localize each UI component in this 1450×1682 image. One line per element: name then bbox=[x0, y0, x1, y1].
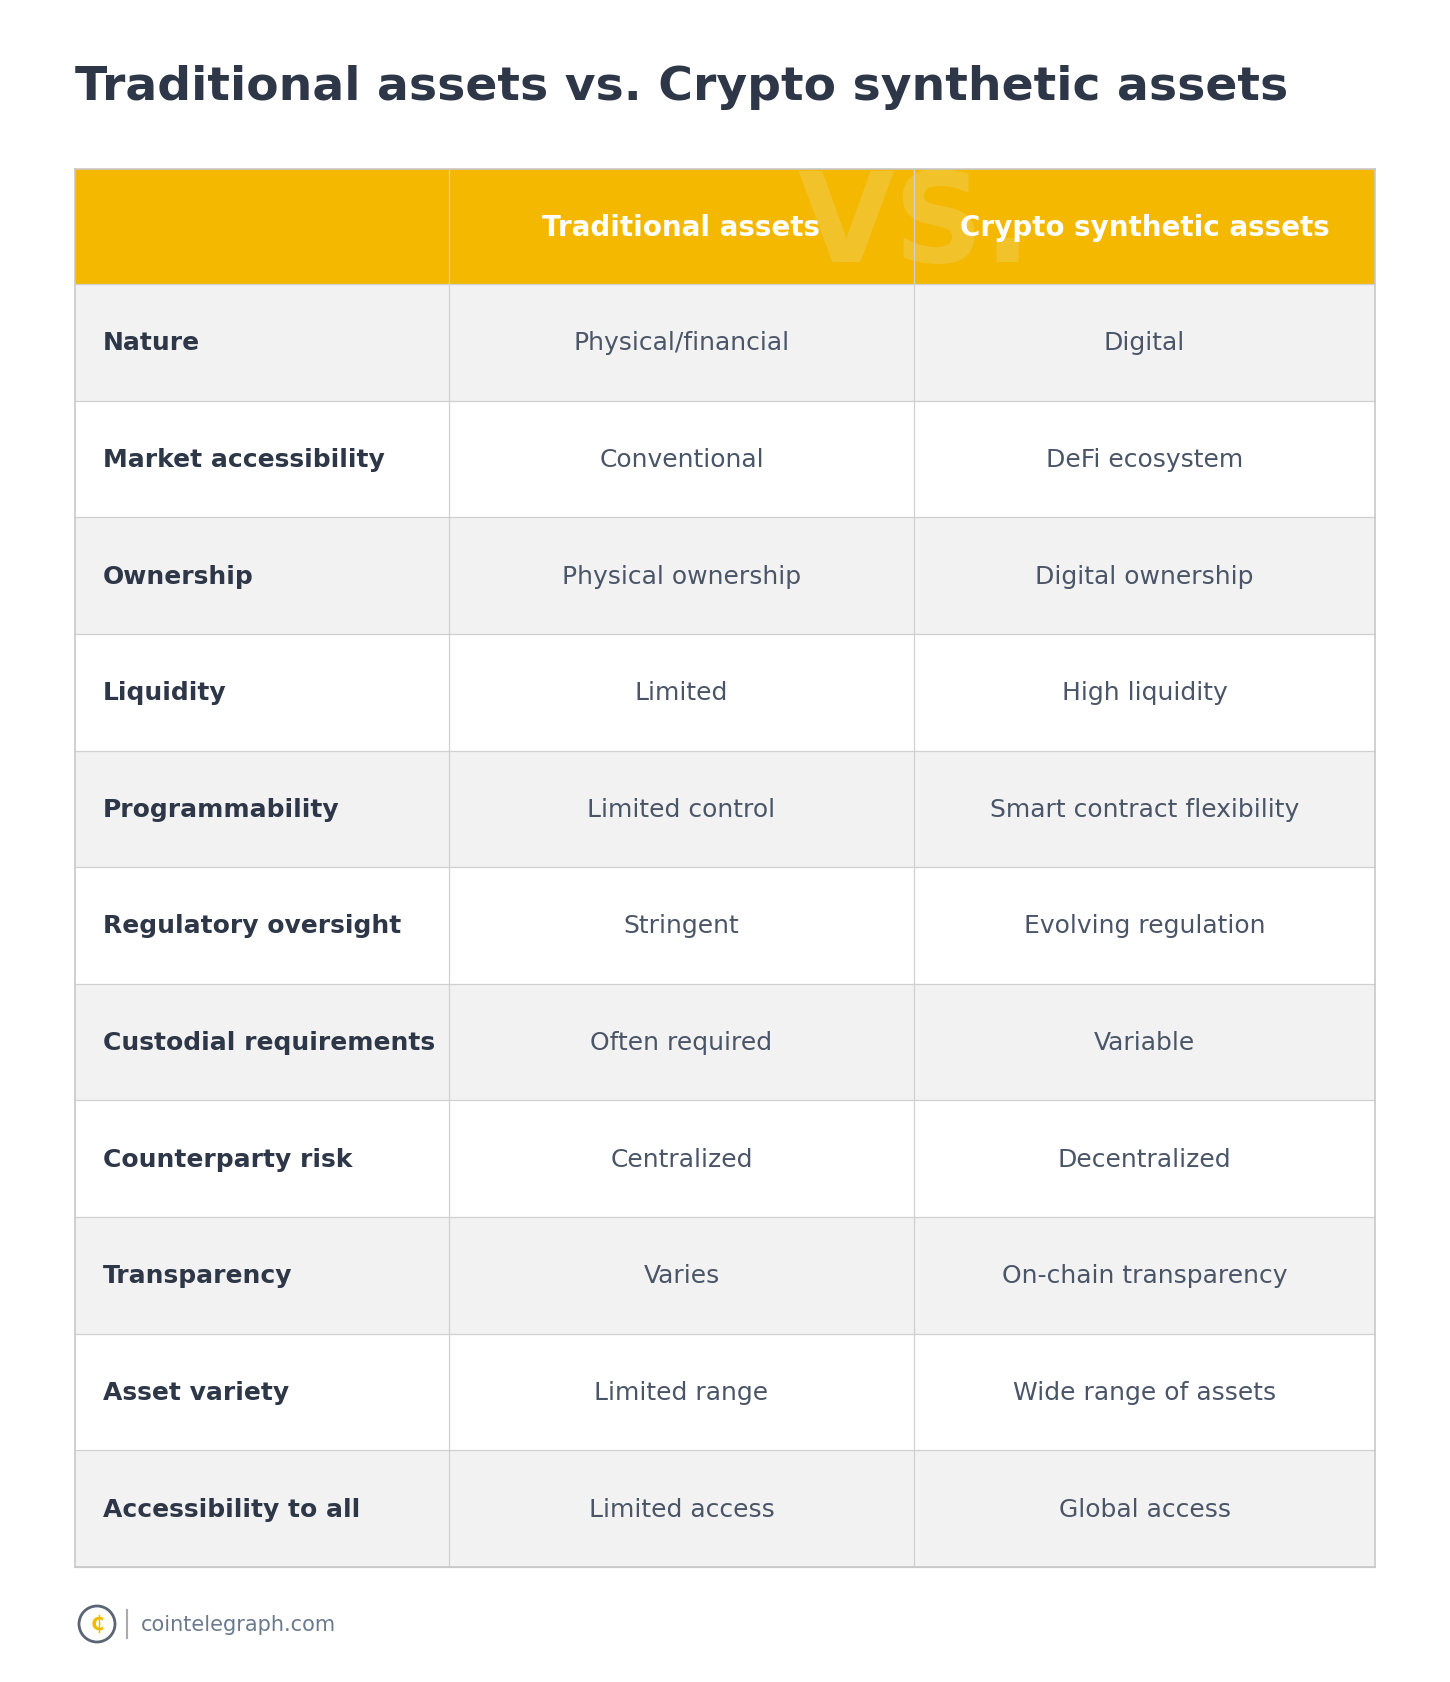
Text: cointelegraph.com: cointelegraph.com bbox=[141, 1615, 336, 1633]
Text: Conventional: Conventional bbox=[599, 447, 764, 471]
Text: Limited access: Limited access bbox=[589, 1497, 774, 1521]
Bar bbox=[75, 402, 1375, 518]
Text: High liquidity: High liquidity bbox=[1061, 681, 1228, 705]
Bar bbox=[75, 1334, 1375, 1450]
Text: Custodial requirements: Custodial requirements bbox=[103, 1031, 435, 1055]
Text: ₵: ₵ bbox=[90, 1615, 104, 1633]
Text: Physical/financial: Physical/financial bbox=[573, 331, 789, 355]
Text: Limited range: Limited range bbox=[594, 1381, 769, 1404]
Text: Asset variety: Asset variety bbox=[103, 1381, 289, 1404]
Bar bbox=[75, 1218, 1375, 1334]
Bar bbox=[75, 868, 1375, 984]
Text: Ownership: Ownership bbox=[103, 563, 254, 589]
Text: Market accessibility: Market accessibility bbox=[103, 447, 384, 471]
Bar bbox=[75, 984, 1375, 1100]
Text: Decentralized: Decentralized bbox=[1057, 1147, 1231, 1171]
Text: Limited control: Limited control bbox=[587, 797, 776, 821]
Bar bbox=[75, 1450, 1375, 1568]
Text: Physical ownership: Physical ownership bbox=[563, 563, 800, 589]
Text: Often required: Often required bbox=[590, 1031, 773, 1055]
Text: Accessibility to all: Accessibility to all bbox=[103, 1497, 360, 1521]
Text: Global access: Global access bbox=[1058, 1497, 1231, 1521]
Bar bbox=[75, 1100, 1375, 1218]
Bar bbox=[75, 284, 1375, 402]
Text: Variable: Variable bbox=[1093, 1031, 1195, 1055]
Text: Limited: Limited bbox=[635, 681, 728, 705]
Text: DeFi ecosystem: DeFi ecosystem bbox=[1045, 447, 1243, 471]
Text: Centralized: Centralized bbox=[610, 1147, 753, 1171]
Text: Regulatory oversight: Regulatory oversight bbox=[103, 913, 402, 939]
Bar bbox=[75, 170, 1375, 284]
Bar bbox=[75, 752, 1375, 868]
Text: Nature: Nature bbox=[103, 331, 200, 355]
Text: Counterparty risk: Counterparty risk bbox=[103, 1147, 352, 1171]
Text: Digital ownership: Digital ownership bbox=[1035, 563, 1254, 589]
Text: Stringent: Stringent bbox=[624, 913, 740, 939]
Text: Varies: Varies bbox=[644, 1263, 719, 1288]
Text: Smart contract flexibility: Smart contract flexibility bbox=[990, 797, 1299, 821]
Text: Programmability: Programmability bbox=[103, 797, 339, 821]
Text: VS.: VS. bbox=[798, 167, 1031, 288]
Bar bbox=[75, 518, 1375, 634]
Text: Evolving regulation: Evolving regulation bbox=[1024, 913, 1266, 939]
Text: Crypto synthetic assets: Crypto synthetic assets bbox=[960, 214, 1330, 241]
Text: Liquidity: Liquidity bbox=[103, 681, 226, 705]
Text: Wide range of assets: Wide range of assets bbox=[1014, 1381, 1276, 1404]
Text: On-chain transparency: On-chain transparency bbox=[1002, 1263, 1288, 1288]
Text: Transparency: Transparency bbox=[103, 1263, 293, 1288]
Text: Traditional assets vs. Crypto synthetic assets: Traditional assets vs. Crypto synthetic … bbox=[75, 66, 1288, 109]
Text: Digital: Digital bbox=[1103, 331, 1185, 355]
Text: Traditional assets: Traditional assets bbox=[542, 214, 821, 241]
Bar bbox=[75, 634, 1375, 752]
